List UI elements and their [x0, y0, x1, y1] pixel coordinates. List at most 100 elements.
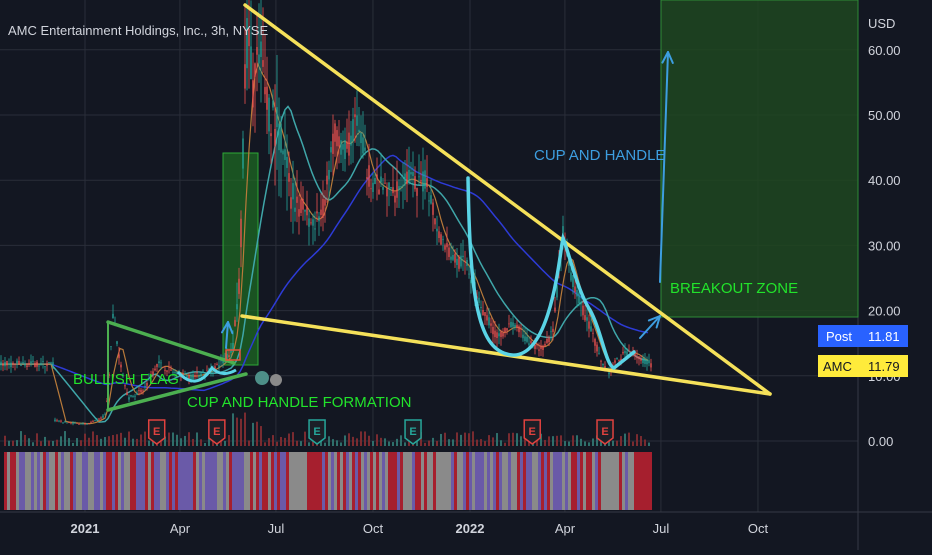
- earnings-marker[interactable]: [523, 419, 541, 445]
- candle-body: [254, 63, 256, 77]
- volume-spike: [204, 442, 206, 446]
- volume-spike: [608, 439, 610, 446]
- candle-body: [100, 417, 102, 419]
- volume-spike: [136, 438, 138, 446]
- post-tag-value: 11.81: [868, 329, 900, 344]
- candle-body: [124, 385, 126, 387]
- earnings-marker[interactable]: [308, 419, 326, 445]
- earnings-marker-label: E: [601, 426, 608, 438]
- volume-spike: [404, 442, 406, 446]
- earnings-marker[interactable]: [147, 419, 166, 445]
- candle-body: [170, 369, 172, 371]
- candle-body: [602, 364, 604, 366]
- candle-body: [512, 322, 514, 327]
- volume-bar: [427, 452, 430, 510]
- volume-spike: [440, 433, 442, 446]
- volume-spike: [524, 438, 526, 446]
- candle-body: [390, 186, 392, 189]
- volume-spike: [536, 440, 538, 446]
- volume-bar: [511, 452, 514, 510]
- volume-bar: [274, 452, 277, 510]
- event-dot: [255, 371, 269, 385]
- volume-bar: [319, 452, 322, 510]
- volume-spike: [272, 435, 274, 446]
- volume-bar: [355, 452, 358, 510]
- candle-body: [506, 328, 508, 331]
- volume-bar: [442, 452, 445, 510]
- candle-body: [156, 363, 158, 367]
- earnings-marker-label: E: [153, 426, 160, 438]
- candle-body: [644, 359, 646, 364]
- candle-body: [64, 421, 66, 423]
- y-tick-label: 30.00: [868, 238, 901, 253]
- candle-body: [312, 219, 314, 226]
- candle-body: [478, 297, 480, 303]
- annotation-bullish-flag: BULLISH FLAG: [73, 371, 179, 388]
- candle-body: [502, 332, 504, 337]
- candle-body: [42, 361, 44, 363]
- candle-body: [616, 357, 618, 360]
- candle-body: [452, 255, 454, 260]
- candle-body: [516, 324, 518, 328]
- candle-body: [356, 115, 358, 126]
- candle-body: [70, 422, 72, 424]
- volume-bar: [163, 452, 166, 510]
- candle-body: [446, 243, 448, 248]
- candle-body: [384, 182, 386, 184]
- candle-body: [66, 422, 68, 424]
- earnings-marker[interactable]: [596, 419, 614, 445]
- candle-body: [638, 356, 640, 360]
- candle-body: [190, 374, 192, 380]
- volume-spike: [544, 439, 546, 446]
- volume-spike: [480, 439, 482, 446]
- volume-spike: [348, 433, 350, 446]
- candle-body: [552, 328, 554, 332]
- candle-body: [136, 393, 138, 395]
- volume-spike: [264, 442, 266, 446]
- candle-body: [216, 364, 218, 366]
- volume-spike: [208, 438, 210, 446]
- volume-bar: [100, 452, 103, 510]
- candle-body: [164, 369, 166, 371]
- volume-spike: [148, 440, 150, 446]
- candle-body: [370, 188, 372, 190]
- volume-bar: [58, 452, 61, 510]
- candle-body: [208, 368, 210, 371]
- volume-spike: [576, 435, 578, 446]
- volume-bar: [256, 452, 259, 510]
- candle-body: [604, 366, 606, 370]
- earnings-marker[interactable]: [404, 419, 422, 445]
- candle-body: [418, 176, 420, 178]
- volume-bar: [316, 452, 319, 510]
- candle-body: [442, 238, 444, 240]
- volume-spike: [320, 439, 322, 446]
- volume-spike: [592, 438, 594, 446]
- volume-bar: [631, 452, 634, 510]
- candle-body: [2, 363, 4, 366]
- candle-body: [104, 414, 106, 416]
- formation-arrow-head-right: [220, 321, 229, 334]
- volume-spike: [588, 442, 590, 446]
- volume-spike: [384, 438, 386, 446]
- candle-body: [250, 46, 252, 80]
- volume-bar: [616, 452, 619, 510]
- candle-body: [364, 147, 366, 151]
- volume-bar: [244, 452, 247, 510]
- candle-body: [360, 132, 362, 144]
- volume-spike: [344, 435, 346, 446]
- volume-spike: [516, 433, 518, 446]
- volume-bar: [454, 452, 457, 510]
- target-arrow-head-right: [661, 51, 669, 64]
- volume-spike: [300, 441, 302, 446]
- earnings-marker[interactable]: [208, 419, 226, 445]
- candle-body: [230, 348, 232, 353]
- candle-body: [404, 173, 406, 186]
- candle-body: [306, 205, 308, 216]
- candle-body: [38, 365, 40, 367]
- candle-body: [72, 422, 74, 424]
- volume-bar: [28, 452, 31, 510]
- volume-bar: [526, 452, 529, 510]
- volume-bar: [574, 452, 577, 510]
